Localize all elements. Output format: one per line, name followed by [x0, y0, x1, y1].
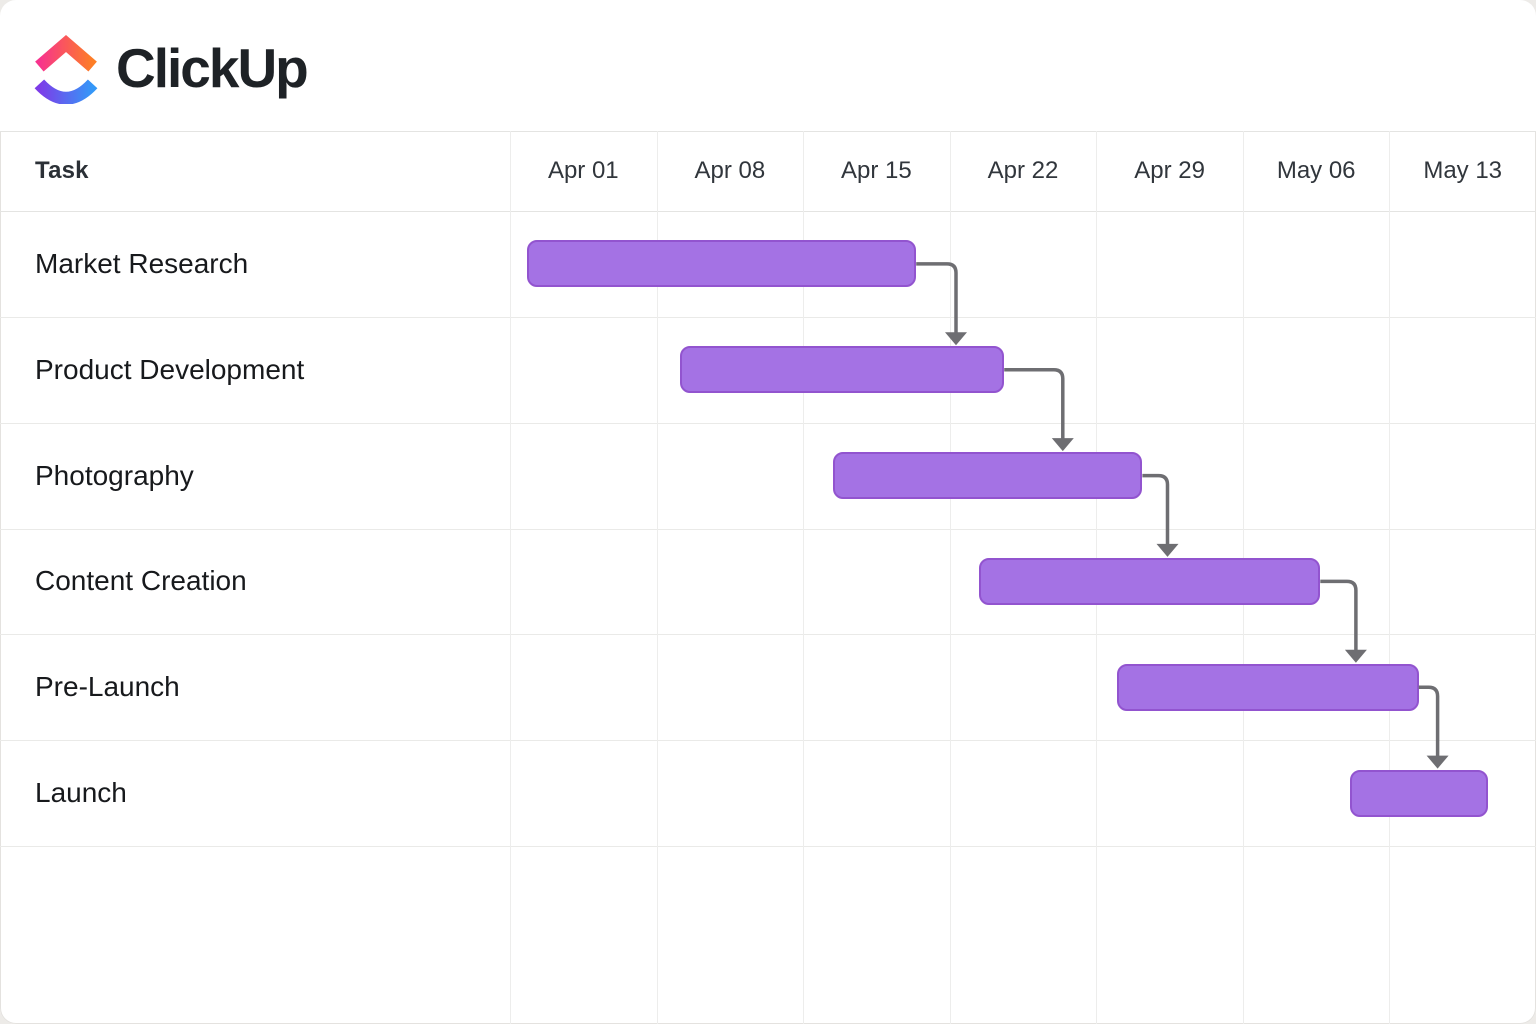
row-separator-line [0, 740, 1536, 742]
header-divider-line [0, 131, 1536, 132]
dependency-line [1418, 685, 1440, 758]
task-row-label-photography: Photography [35, 459, 194, 491]
dependency-arrowhead-icon [945, 332, 967, 346]
dependency-line [1004, 367, 1065, 441]
v-gridline [1389, 131, 1391, 1024]
dependency-arrowhead-icon [1426, 755, 1449, 769]
gantt-bar-pre-launch[interactable] [1117, 663, 1419, 711]
dependency-line [1142, 473, 1170, 546]
task-row-label-content-creation: Content Creation [35, 565, 247, 597]
v-gridline [949, 131, 951, 1024]
v-gridline [803, 131, 805, 1024]
week-header-label: Apr 22 [987, 157, 1059, 184]
top-brand-bar: ClickUp [0, 0, 1536, 131]
gantt-bar-photography[interactable] [832, 452, 1143, 500]
week-header-label: May 06 [1276, 157, 1356, 184]
clickup-wordmark: ClickUp [116, 37, 309, 99]
header-divider-line [0, 211, 1536, 212]
row-separator-line [0, 846, 1536, 847]
week-header-label: Apr 15 [841, 157, 912, 184]
week-header-label: Apr 01 [547, 157, 619, 184]
task-row-label-pre-launch: Pre-Launch [35, 671, 180, 703]
task-row-label-market-research: Market Research [35, 247, 249, 279]
gantt-bar-market-research[interactable] [526, 240, 917, 288]
row-separator-line [0, 528, 1536, 530]
week-header-label: May 13 [1423, 157, 1503, 184]
task-row-label-product-development: Product Development [35, 353, 305, 385]
v-gridline [510, 131, 511, 1024]
clickup-logo: ClickUp [30, 31, 309, 105]
dependency-line [1320, 579, 1358, 652]
dependency-arrowhead-icon [1156, 543, 1179, 557]
dependency-arrowhead-icon [1051, 438, 1074, 452]
week-header-label: Apr 29 [1134, 157, 1205, 184]
week-header-label: Apr 08 [694, 157, 766, 184]
dependency-arrowhead-icon [1344, 649, 1367, 663]
gantt-bar-launch[interactable] [1349, 769, 1488, 817]
clickup-logo-icon [34, 34, 98, 104]
row-separator-line [0, 634, 1536, 636]
row-separator-line [0, 422, 1536, 424]
v-gridline [656, 131, 658, 1024]
task-row-label-launch: Launch [35, 777, 127, 809]
task-column-header: Task [35, 157, 89, 184]
row-separator-line [0, 316, 1536, 318]
gantt-bar-content-creation[interactable] [979, 557, 1321, 605]
gantt-bar-product-development[interactable] [679, 346, 1005, 394]
